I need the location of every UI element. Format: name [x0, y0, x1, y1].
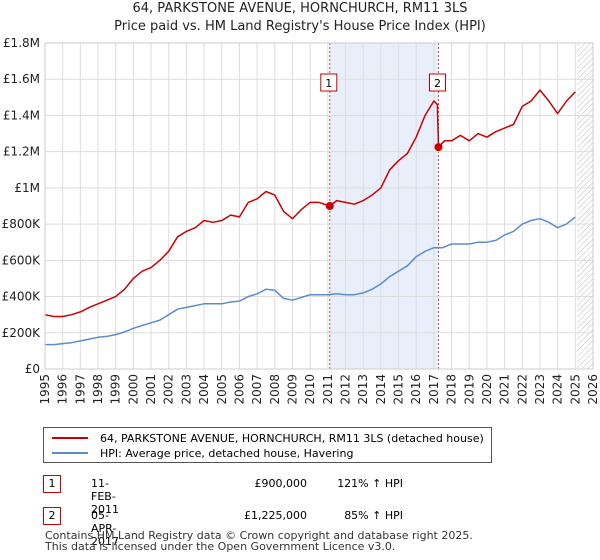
legend-label-property: 64, PARKSTONE AVENUE, HORNCHURCH, RM11 3… [100, 431, 484, 445]
x-tick-label: 2011 [321, 374, 335, 405]
x-tick-label: 2015 [392, 374, 406, 405]
x-tick-label: 2006 [232, 374, 246, 405]
y-tick-label: £1.8M [3, 36, 40, 50]
x-tick-label: 1998 [91, 374, 105, 405]
x-tick-label: 2023 [533, 374, 547, 405]
y-tick-label: £800K [2, 217, 42, 231]
sale-marker-label: 2 [434, 77, 441, 90]
footer-licence: This data is licensed under the Open Gov… [45, 540, 396, 553]
y-tick-label: £1.6M [3, 72, 40, 86]
x-tick-label: 2007 [250, 374, 264, 405]
x-tick-label: 1999 [109, 374, 123, 405]
series-line [45, 216, 576, 346]
legend: 64, PARKSTONE AVENUE, HORNCHURCH, RM11 3… [43, 427, 492, 463]
legend-item-property: 64, PARKSTONE AVENUE, HORNCHURCH, RM11 3… [52, 431, 484, 445]
y-tick-label: £0 [25, 362, 40, 376]
y-tick-label: £1.2M [3, 145, 40, 159]
x-tick-label: 2024 [551, 374, 565, 405]
footer-copyright: Contains HM Land Registry data © Crown c… [45, 529, 473, 542]
x-tick-label: 2013 [356, 374, 370, 405]
x-tick-label: 2002 [162, 374, 176, 405]
shaded-period [329, 43, 439, 369]
x-tick-label: 2012 [339, 374, 353, 405]
sale-point [434, 143, 443, 152]
sale-marker-box [320, 73, 338, 92]
x-tick-label: 2008 [268, 374, 282, 405]
x-tick-label: 2020 [480, 374, 494, 405]
transaction-price: £1,225,000 [244, 509, 307, 522]
legend-item-hpi: HPI: Average price, detached house, Have… [52, 446, 353, 460]
x-tick-label: 1996 [56, 374, 70, 405]
legend-swatch-hpi [52, 452, 88, 454]
x-tick-label: 2009 [285, 374, 299, 405]
x-tick-label: 2021 [498, 374, 512, 405]
sale-marker-box [428, 73, 446, 92]
x-tick-label: 2022 [515, 374, 529, 405]
transaction-number-badge: 1 [43, 475, 61, 493]
sale-marker-label: 1 [325, 77, 332, 90]
x-tick-label: 2025 [568, 374, 582, 405]
plot-background [45, 43, 593, 369]
x-tick-label: 2003 [179, 374, 193, 405]
plot-frame [44, 42, 594, 370]
legend-label-hpi: HPI: Average price, detached house, Have… [100, 446, 354, 460]
x-tick-label: 2014 [374, 374, 388, 405]
y-tick-label: £1.4M [3, 108, 40, 122]
transaction-hpi-change: 121% ↑ HPI [337, 477, 403, 490]
x-tick-label: 2005 [215, 374, 229, 405]
transaction-price: £900,000 [254, 477, 308, 490]
x-tick-label: 2026 [586, 374, 600, 405]
forecast-hatch [577, 43, 593, 369]
sale-point [325, 202, 334, 210]
x-tick-label: 2018 [445, 374, 459, 405]
x-tick-label: 2017 [427, 374, 441, 405]
chart-title: 64, PARKSTONE AVENUE, HORNCHURCH, RM11 3… [132, 1, 468, 16]
transaction-hpi-change: 85% ↑ HPI [344, 509, 403, 522]
transaction-date: 05-APR-2017 [91, 509, 119, 548]
y-tick-label: £400K [2, 290, 42, 304]
transaction-number-badge: 2 [43, 507, 61, 525]
series-line [44, 89, 576, 318]
x-tick-label: 1997 [73, 374, 87, 405]
transaction-date: 11-FEB-2011 [91, 477, 119, 516]
x-tick-label: 2004 [197, 374, 211, 405]
y-tick-label: £200K [2, 326, 42, 340]
chart-subtitle: Price paid vs. HM Land Registry's House … [114, 19, 486, 34]
x-tick-label: 2001 [144, 374, 158, 405]
price-chart: 1 2 £0 £200K £400K £600K £800K £1M £1.2M £1.4M £1… [2, 36, 600, 405]
x-tick-label: 1995 [38, 374, 52, 405]
x-tick-label: 2000 [126, 374, 140, 405]
x-tick-label: 2016 [409, 374, 423, 405]
y-tick-label: £1M [14, 181, 40, 195]
legend-swatch-property [52, 437, 88, 439]
x-tick-label: 2010 [303, 374, 317, 405]
footer-note: Contains HM Land Registry data © Crown c… [45, 530, 473, 552]
y-tick-label: £600K [2, 253, 42, 267]
x-tick-label: 2019 [462, 374, 476, 405]
